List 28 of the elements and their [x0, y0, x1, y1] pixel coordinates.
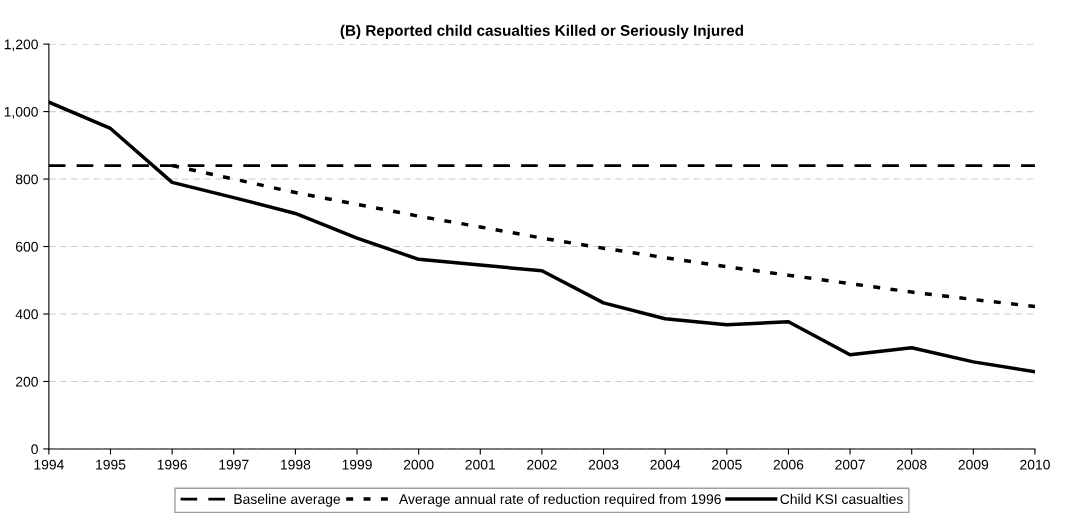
- x-tick-label: 1997: [219, 459, 249, 470]
- x-tick-label: 1994: [34, 459, 64, 470]
- x-tick-label: 1996: [157, 459, 187, 470]
- chart-title: (B) Reported child casualties Killed or Seriously Injured: [340, 24, 743, 39]
- x-tick-label: 2007: [835, 459, 865, 470]
- x-tick-label: 2006: [773, 459, 804, 470]
- y-tick-label: 0: [31, 444, 38, 455]
- legend-label: Baseline average: [234, 493, 341, 507]
- y-tick-label: 600: [15, 241, 38, 252]
- y-tick-label: 400: [15, 309, 38, 320]
- x-tick-label: 2008: [896, 459, 927, 470]
- legend-label: Average annual rate of reduction required from 1996: [399, 493, 721, 507]
- x-tick-label: 1995: [96, 459, 126, 470]
- legend-label: Child KSI casualties: [780, 493, 903, 505]
- x-tick-label: 2010: [1020, 459, 1050, 470]
- x-tick-label: 2001: [465, 459, 496, 470]
- y-tick-label: 200: [15, 376, 38, 387]
- x-tick-label: 1998: [281, 459, 311, 470]
- x-tick-label: 2002: [527, 459, 557, 470]
- y-tick-label: 1,200: [4, 39, 38, 51]
- y-tick-label: 800: [15, 174, 38, 185]
- x-tick-label: 2003: [588, 459, 619, 470]
- x-tick-label: 1999: [342, 459, 372, 470]
- x-tick-label: 2005: [712, 459, 742, 470]
- y-tick-label: 1,000: [4, 106, 38, 119]
- x-tick-label: 2009: [958, 459, 989, 470]
- x-tick-label: 2004: [650, 459, 681, 470]
- x-tick-label: 2000: [403, 459, 434, 470]
